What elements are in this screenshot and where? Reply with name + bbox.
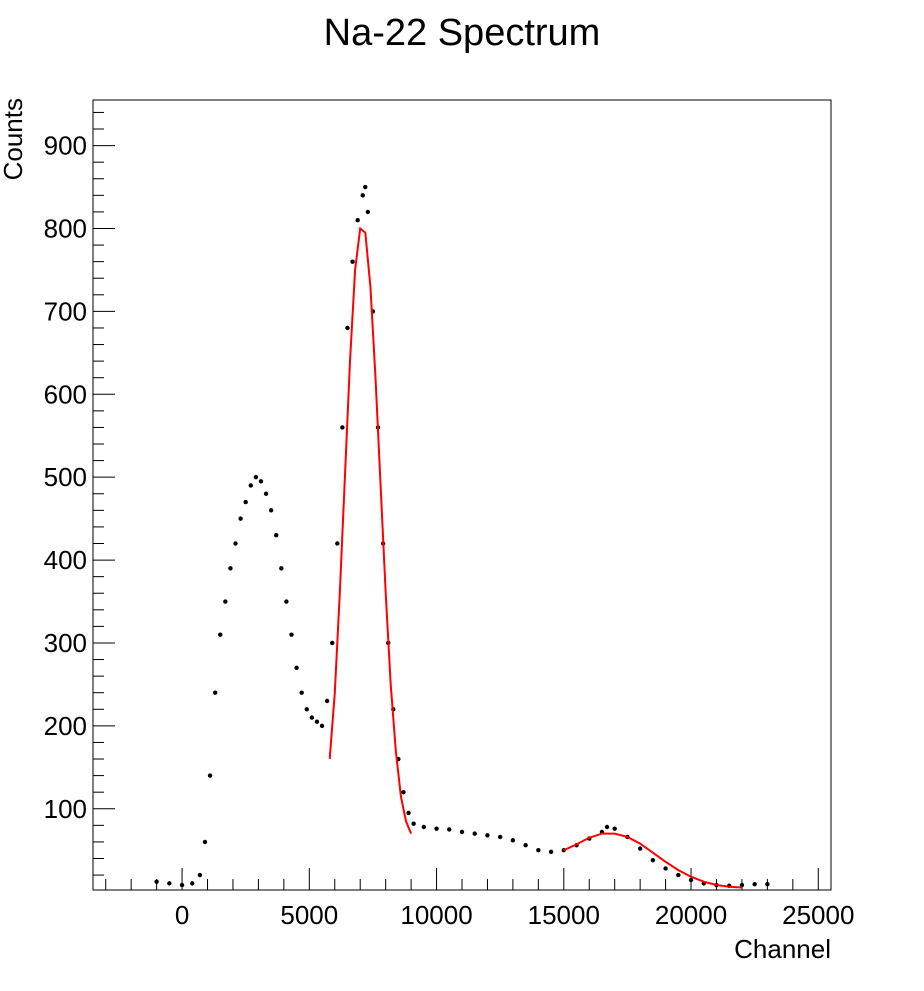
data-point	[319, 723, 325, 729]
plot-frame	[92, 99, 832, 891]
y-tick-label: 700	[44, 296, 87, 326]
data-point	[401, 789, 406, 795]
y-axis-label: Counts	[0, 98, 28, 180]
data-point	[739, 882, 745, 888]
data-point	[253, 474, 259, 480]
data-point	[472, 831, 477, 836]
data-point	[207, 773, 213, 778]
y-tick-label: 600	[44, 379, 87, 409]
data-point	[289, 632, 294, 637]
y-tick-label: 200	[44, 711, 87, 741]
data-point	[497, 834, 503, 840]
data-point	[197, 872, 203, 878]
x-tick-label: 20000	[655, 900, 727, 930]
data-point	[360, 193, 365, 198]
data-point	[258, 479, 264, 484]
data-point	[238, 516, 243, 521]
data-point	[212, 690, 218, 695]
data-point	[345, 325, 350, 331]
data-point	[459, 829, 465, 835]
data-point	[650, 857, 656, 863]
fit-curve-1	[328, 226, 413, 834]
data-point	[536, 848, 541, 853]
data-point	[218, 632, 223, 637]
data-point	[604, 824, 610, 830]
data-point	[154, 879, 159, 884]
data-point	[335, 541, 340, 546]
data-point	[190, 881, 195, 886]
data-point	[355, 217, 360, 223]
x-tick-label: 25000	[782, 900, 854, 930]
data-point	[202, 839, 208, 845]
data-point	[548, 849, 554, 855]
y-tick-label: 500	[44, 462, 87, 492]
data-point	[314, 719, 320, 724]
data-point	[663, 866, 668, 871]
data-point	[274, 533, 279, 538]
data-point	[523, 843, 528, 848]
data-point	[284, 599, 289, 604]
data-point	[324, 698, 330, 704]
data-point	[350, 259, 355, 264]
data-point	[263, 491, 269, 496]
data-point	[510, 838, 516, 843]
data-point	[248, 483, 253, 488]
data-point	[233, 541, 238, 546]
data-point	[637, 846, 643, 851]
data-point	[485, 833, 490, 838]
data-point	[406, 810, 411, 816]
data-point	[309, 715, 315, 720]
data-point	[434, 826, 439, 831]
x-tick-label: 10000	[400, 900, 472, 930]
data-point	[612, 826, 617, 831]
data-point	[365, 209, 371, 215]
data-point	[268, 508, 274, 513]
data-point	[676, 872, 681, 878]
data-point	[688, 877, 694, 883]
data-point	[330, 640, 335, 646]
y-tick-label: 300	[44, 628, 87, 658]
y-axis-ticks: 100 200 300 400 500 600 700 800 900	[44, 111, 115, 876]
data-point	[179, 882, 185, 888]
data-point	[340, 425, 345, 430]
x-tick-label: 5000	[280, 900, 338, 930]
y-tick-label: 800	[44, 213, 87, 243]
data-point	[421, 824, 427, 830]
x-tick-label: 15000	[528, 900, 600, 930]
data-point	[279, 566, 284, 571]
fit-curves	[328, 226, 742, 889]
x-tick-label: 0	[175, 900, 189, 930]
x-axis-ticks: 0 5000 10000 15000 20000 25000	[105, 868, 854, 930]
data-point	[765, 881, 770, 887]
data-point	[363, 184, 368, 190]
data-point	[299, 690, 304, 695]
fit-curve-2	[563, 832, 742, 889]
data-point	[411, 821, 416, 826]
data-point	[304, 707, 309, 712]
y-tick-label: 900	[44, 131, 87, 161]
y-tick-label: 400	[44, 545, 87, 575]
y-tick-label: 100	[44, 794, 87, 824]
data-point	[228, 566, 233, 571]
data-markers	[154, 184, 770, 889]
chart-title: Na-22 Spectrum	[324, 12, 601, 54]
data-point	[447, 827, 452, 832]
data-point	[167, 881, 172, 886]
data-point	[752, 881, 757, 887]
data-point	[223, 599, 228, 604]
data-point	[294, 665, 299, 671]
data-point	[243, 499, 248, 505]
x-axis-label: Channel	[734, 934, 831, 964]
